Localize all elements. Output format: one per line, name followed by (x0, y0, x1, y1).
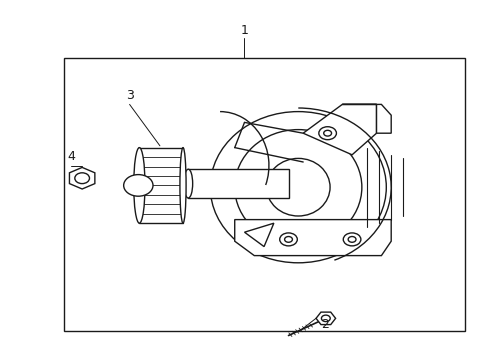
Circle shape (279, 233, 297, 246)
Circle shape (321, 315, 329, 321)
Text: 4: 4 (67, 150, 75, 163)
Circle shape (318, 127, 336, 140)
Ellipse shape (180, 148, 186, 223)
Polygon shape (244, 223, 273, 247)
Ellipse shape (133, 148, 145, 223)
Circle shape (343, 233, 360, 246)
Circle shape (323, 130, 331, 136)
Ellipse shape (234, 130, 361, 245)
Polygon shape (315, 312, 335, 325)
Circle shape (284, 237, 292, 242)
Text: 1: 1 (240, 24, 248, 37)
Text: 3: 3 (125, 89, 133, 102)
Circle shape (347, 237, 355, 242)
Polygon shape (342, 104, 390, 133)
Bar (63, 58, 464, 331)
Ellipse shape (183, 169, 192, 198)
Polygon shape (69, 167, 95, 189)
Ellipse shape (210, 112, 386, 263)
Polygon shape (303, 104, 376, 155)
Bar (188, 169, 288, 198)
Circle shape (75, 173, 89, 184)
Ellipse shape (266, 158, 329, 216)
Polygon shape (234, 220, 390, 256)
Text: 2: 2 (321, 318, 328, 330)
Circle shape (123, 175, 153, 196)
